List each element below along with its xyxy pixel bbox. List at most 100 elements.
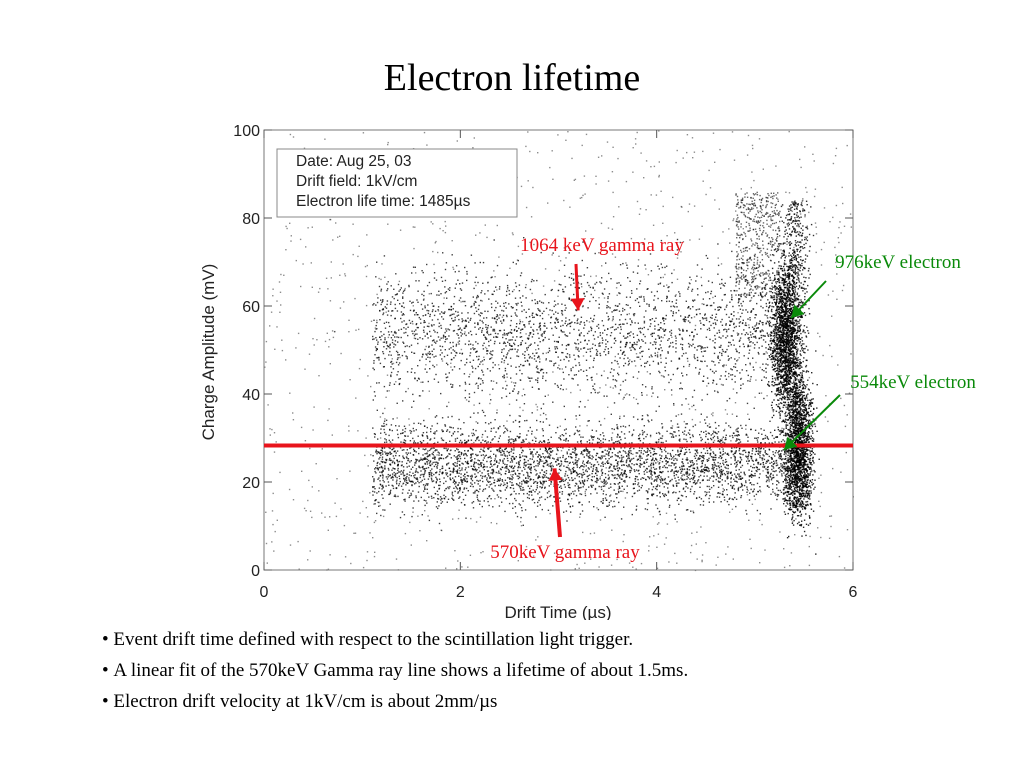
event-point bbox=[537, 381, 539, 384]
event-point bbox=[602, 293, 604, 295]
event-point bbox=[761, 329, 763, 331]
event-point bbox=[698, 345, 700, 347]
event-point bbox=[458, 337, 460, 339]
event-point bbox=[764, 335, 766, 337]
event-point bbox=[704, 419, 706, 421]
event-point bbox=[403, 332, 405, 334]
event-point bbox=[362, 566, 365, 569]
event-point bbox=[602, 490, 605, 492]
event-point bbox=[606, 141, 609, 143]
event-point bbox=[385, 441, 388, 443]
event-point bbox=[731, 294, 733, 296]
event-point bbox=[477, 323, 479, 325]
event-point bbox=[745, 455, 747, 457]
event-point bbox=[788, 278, 791, 280]
event-point bbox=[806, 225, 808, 227]
event-point bbox=[407, 452, 409, 454]
event-point bbox=[725, 378, 728, 380]
event-point bbox=[695, 313, 698, 316]
event-point bbox=[630, 290, 633, 292]
event-point bbox=[589, 462, 591, 464]
event-point bbox=[754, 336, 756, 338]
event-point bbox=[714, 161, 716, 163]
event-point bbox=[631, 343, 634, 346]
event-point bbox=[657, 283, 660, 285]
event-point bbox=[379, 336, 381, 338]
event-point bbox=[479, 516, 482, 518]
event-point bbox=[548, 453, 551, 455]
event-point bbox=[729, 276, 732, 278]
event-point bbox=[520, 185, 523, 188]
event-point bbox=[840, 471, 842, 473]
event-point bbox=[402, 432, 404, 434]
event-point bbox=[695, 451, 698, 453]
event-point bbox=[497, 302, 499, 304]
event-point bbox=[796, 339, 798, 342]
event-point bbox=[470, 254, 473, 256]
event-point bbox=[600, 374, 603, 377]
event-point bbox=[601, 481, 603, 483]
event-point bbox=[532, 498, 535, 500]
event-point bbox=[721, 354, 723, 357]
event-point bbox=[590, 293, 592, 296]
event-point bbox=[739, 308, 742, 310]
event-point bbox=[561, 303, 563, 305]
event-point bbox=[459, 352, 461, 354]
event-point bbox=[706, 491, 708, 494]
event-point bbox=[470, 306, 472, 308]
event-point bbox=[358, 328, 360, 331]
event-point bbox=[583, 463, 586, 466]
event-point bbox=[781, 475, 783, 477]
event-point bbox=[722, 335, 724, 337]
event-point bbox=[352, 223, 354, 225]
event-point bbox=[580, 316, 583, 318]
event-point bbox=[426, 325, 429, 327]
event-point bbox=[586, 461, 589, 463]
event-point bbox=[636, 272, 639, 274]
event-point bbox=[680, 472, 682, 474]
event-point bbox=[633, 348, 636, 350]
event-point bbox=[395, 425, 397, 427]
event-point bbox=[521, 470, 523, 472]
event-point bbox=[487, 480, 489, 482]
event-point bbox=[373, 362, 375, 364]
event-point bbox=[606, 461, 608, 463]
event-point bbox=[666, 300, 668, 303]
event-point bbox=[638, 327, 640, 330]
event-point bbox=[493, 270, 495, 272]
event-point bbox=[652, 516, 654, 518]
event-point bbox=[475, 276, 477, 278]
event-point bbox=[721, 318, 723, 321]
event-point bbox=[647, 448, 649, 450]
event-point bbox=[394, 307, 397, 310]
event-point bbox=[381, 335, 383, 337]
event-point bbox=[701, 317, 704, 319]
event-point bbox=[556, 447, 558, 449]
event-point bbox=[413, 309, 415, 311]
event-point bbox=[771, 317, 773, 320]
event-point bbox=[843, 404, 846, 407]
event-point bbox=[717, 461, 719, 464]
event-point bbox=[444, 220, 446, 223]
event-point bbox=[615, 328, 617, 330]
event-point bbox=[430, 495, 433, 497]
event-point bbox=[472, 428, 474, 431]
event-point bbox=[434, 242, 436, 244]
event-point bbox=[706, 365, 708, 367]
event-point bbox=[572, 479, 574, 481]
event-point bbox=[717, 356, 719, 358]
event-point bbox=[720, 383, 723, 386]
event-point bbox=[540, 301, 543, 304]
event-point bbox=[557, 386, 559, 388]
event-point bbox=[655, 453, 658, 455]
event-point bbox=[542, 377, 544, 379]
event-point bbox=[535, 539, 537, 541]
event-point bbox=[770, 297, 772, 299]
event-point bbox=[422, 390, 424, 392]
event-point bbox=[408, 459, 410, 462]
event-point bbox=[484, 310, 486, 312]
event-point bbox=[450, 362, 452, 364]
event-point bbox=[583, 347, 586, 349]
event-point bbox=[419, 530, 421, 532]
event-point bbox=[613, 342, 616, 344]
